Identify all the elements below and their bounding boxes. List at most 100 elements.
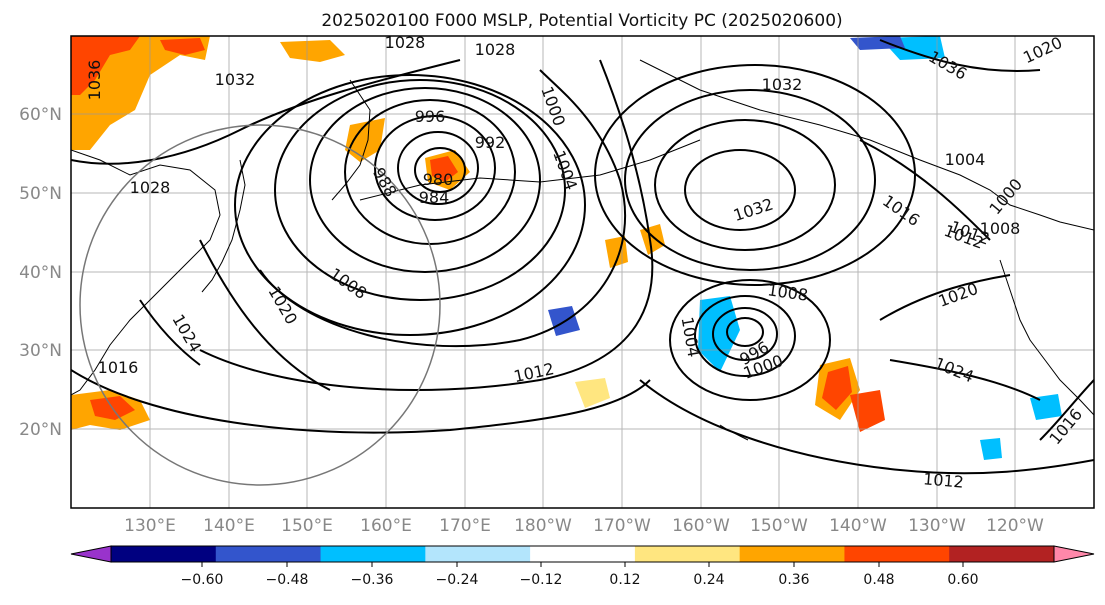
lon-axis: 130°E 140°E 150°E 160°E 170°E 180°W 170°…: [124, 516, 1044, 536]
lat-label: 40°N: [19, 263, 62, 283]
colorbar-ticks: [201, 562, 964, 567]
colorbar-label: 0.36: [778, 572, 809, 588]
colorbar-segment: [530, 546, 636, 562]
isobar-1016-se: [1039, 379, 1094, 441]
region-circle: [79, 124, 441, 486]
isobar-1036-ne: [879, 39, 1041, 72]
lon-label: 160°E: [360, 516, 412, 536]
isobar-1020-east: [879, 274, 1011, 321]
colorbar-label: 0.60: [947, 572, 978, 588]
isobar-label: 996: [415, 107, 446, 126]
isobar-label: 1028: [385, 33, 426, 52]
isobar-1024-east: [889, 359, 1041, 401]
isobar-label: 984: [419, 188, 450, 207]
pv-positive-area: [71, 36, 210, 150]
colorbar-segment: [425, 546, 531, 562]
lon-label: 150°E: [281, 516, 333, 536]
lon-label: 140°E: [203, 516, 255, 536]
isobar-label: 1032: [762, 75, 803, 94]
colorbar: −0.60 −0.48 −0.36 −0.24 −0.12 0.12 0.24 …: [70, 545, 1095, 588]
chart-title: 2025020100 F000 MSLP, Potential Vorticit…: [321, 11, 842, 31]
pv-shading: [71, 36, 1062, 460]
pv-positive-area: [850, 390, 885, 432]
coastline-asia: [71, 149, 221, 396]
isobar-low-988: [374, 115, 496, 221]
isobar-low-984: [397, 131, 479, 205]
pv-negative-area: [1030, 394, 1062, 420]
pv-negative-area: [698, 296, 740, 372]
colorbar-segment: [844, 546, 950, 562]
isobar-label: 1028: [475, 40, 516, 59]
isobar-high-1032: [684, 149, 796, 231]
colorbar-segment: [215, 546, 322, 562]
lon-label: 170°W: [593, 516, 651, 536]
map-panel: 1036 1032 1028 1028 1028 996 992 988 984…: [70, 33, 1095, 509]
isobar-high-1020: [594, 64, 916, 286]
colorbar-segment: [949, 546, 1055, 562]
isobar-label: 1036: [85, 60, 104, 101]
isobar-1008: [259, 69, 627, 348]
lon-label: 160°W: [672, 516, 730, 536]
gridlines: [71, 36, 1094, 508]
isobar-1028: [71, 59, 461, 165]
colorbar-segments: [70, 545, 1095, 563]
isobar-label: 1004: [945, 150, 986, 169]
isobar-label: 1028: [130, 178, 171, 197]
isobar-1012: [199, 59, 654, 391]
colorbar-frame: [110, 545, 1055, 563]
pv-positive-area: [640, 224, 665, 255]
pv-positive-area: [280, 40, 345, 62]
colorbar-label: −0.12: [520, 572, 563, 588]
colorbar-labels: −0.60 −0.48 −0.36 −0.24 −0.12 0.12 0.24 …: [181, 572, 979, 588]
lat-axis: 60°N 50°N 40°N 30°N 20°N: [19, 105, 62, 440]
coastline-japan: [201, 159, 246, 293]
coastline-alaska: [639, 59, 1094, 231]
lon-label: 170°E: [439, 516, 491, 536]
colorbar-label: −0.24: [436, 572, 479, 588]
pv-negative-area: [980, 438, 1002, 460]
lon-label: 120°W: [986, 516, 1044, 536]
lon-label: 130°W: [908, 516, 966, 536]
colorbar-segment: [739, 546, 845, 562]
isobar-label: 992: [475, 133, 506, 152]
pv-negative-area: [850, 36, 905, 50]
colorbar-label: 0.12: [609, 572, 640, 588]
colorbar-segment: [634, 546, 741, 562]
pv-positive-area: [430, 156, 458, 182]
map-frame: [70, 35, 1095, 509]
colorbar-label: −0.48: [266, 572, 309, 588]
isobar-1012-east: [639, 379, 1094, 475]
isobar-high-1024: [624, 89, 876, 271]
colorbar-label: −0.60: [181, 572, 224, 588]
isobar-high-1028: [654, 119, 836, 251]
pv-positive-area: [71, 36, 140, 95]
isobar-1020: [199, 239, 331, 391]
lon-label: 150°W: [750, 516, 808, 536]
isobar-low2-1008: [669, 279, 831, 401]
isobar-1016: [71, 369, 651, 434]
isobar-low2-1004: [694, 295, 796, 377]
isobar-label: 980: [423, 170, 454, 189]
colorbar-extension-low: [70, 545, 112, 563]
lat-label: 20°N: [19, 420, 62, 440]
pv-positive-area: [345, 118, 385, 162]
isobar-label: 1012: [922, 469, 964, 491]
colorbar-label: −0.36: [351, 572, 394, 588]
isobar-1024: [139, 299, 201, 366]
isobar-label: 1016: [98, 358, 139, 377]
lat-label: 60°N: [19, 105, 62, 125]
lat-label: 30°N: [19, 341, 62, 361]
isobar-low-1004: [234, 74, 586, 336]
lon-label: 130°E: [124, 516, 176, 536]
isobar-label: 1032: [215, 70, 256, 89]
lon-label: 140°W: [829, 516, 887, 536]
isobar-low-1000: [274, 79, 566, 301]
isobar-1016-east: [859, 139, 991, 241]
pv-positive-area: [822, 366, 852, 410]
colorbar-label: 0.48: [863, 572, 894, 588]
pv-positive-area: [160, 38, 205, 55]
colorbar-segment: [111, 546, 217, 562]
isobars: [71, 39, 1094, 475]
